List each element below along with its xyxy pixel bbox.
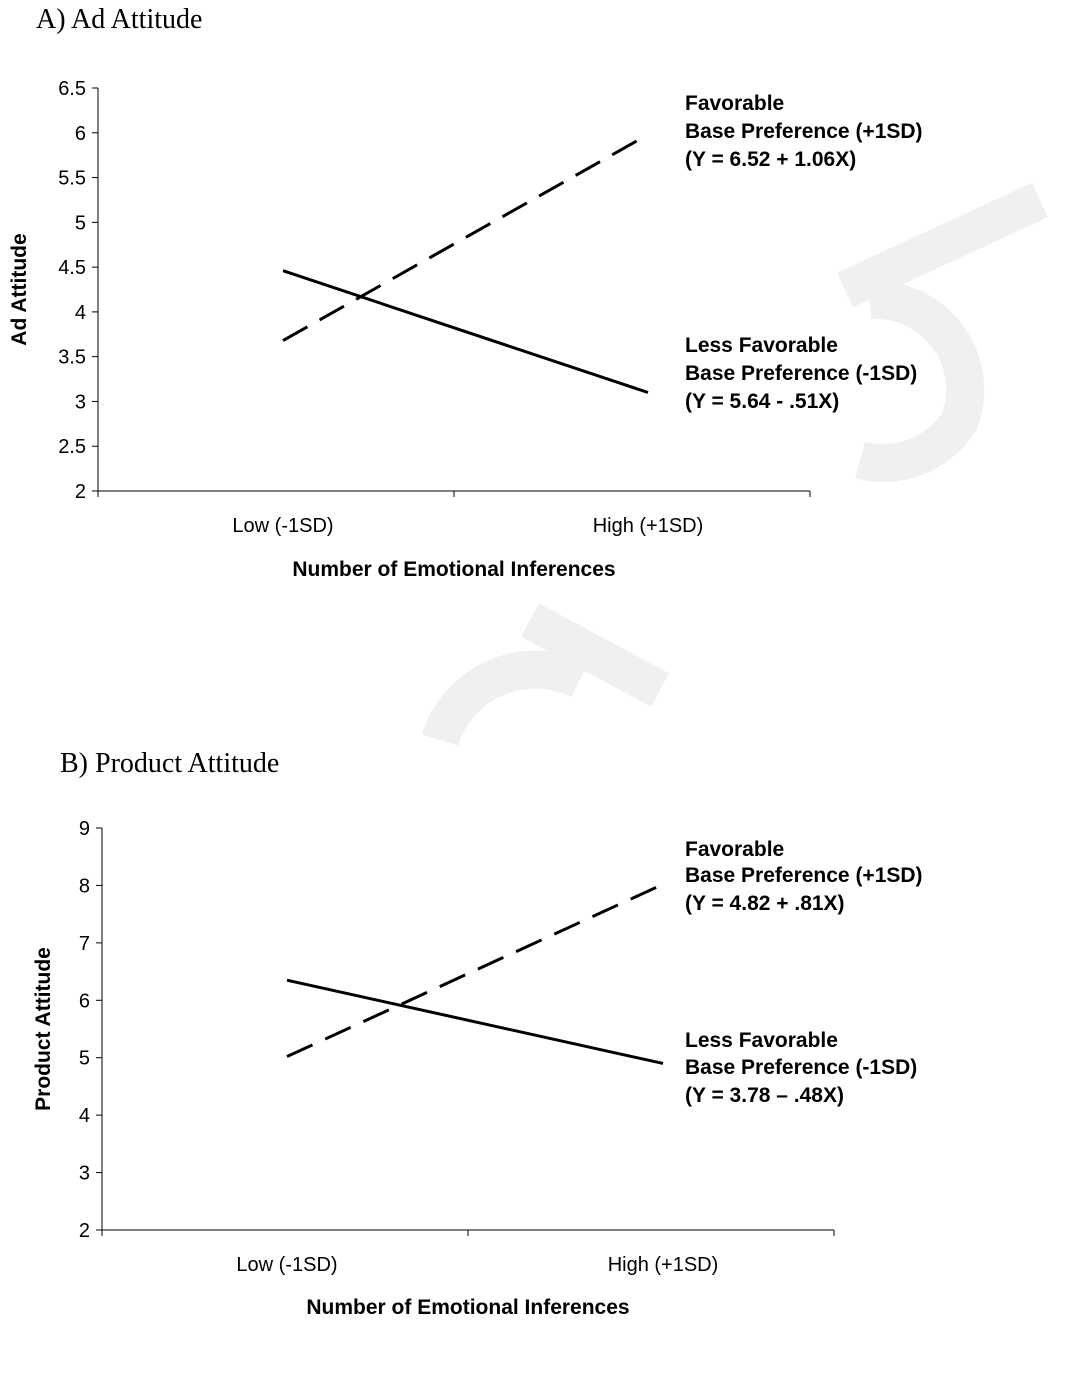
series-annotation: (Y = 4.82 + .81X) <box>685 892 845 915</box>
y-tick-label: 7 <box>79 933 90 955</box>
chart-a-svg: 2 2.5 3 3.5 4 4.5 5 5.5 6 6.5 Low (-1SD) High (+1SD… <box>8 78 923 581</box>
series-annotation: Less Favorable <box>685 1029 838 1052</box>
panel-title: B) Product Attitude <box>60 748 280 779</box>
series-annotation: (Y = 3.78 – .48X) <box>685 1084 844 1107</box>
series-line-less-favorable <box>282 269 649 394</box>
y-tick-label: 2.5 <box>58 436 86 458</box>
x-axis-title: Number of Emotional Inferences <box>292 558 615 581</box>
watermark-stroke-4 <box>421 650 589 747</box>
panel-title: A) Ad Attitude <box>36 4 203 35</box>
series-line-favorable <box>286 882 664 1058</box>
y-tick-label: 5 <box>79 1048 90 1070</box>
series-annotation: Favorable <box>685 92 784 115</box>
y-tick-label: 6.5 <box>58 78 86 100</box>
y-tick-label: 4 <box>75 302 86 324</box>
series-annotation: Less Favorable <box>685 334 838 357</box>
x-tick-label: High (+1SD) <box>593 515 704 537</box>
y-tick-label: 8 <box>79 875 90 897</box>
x-tick-label: Low (-1SD) <box>232 515 333 537</box>
watermark <box>421 182 1048 747</box>
x-axis-title: Number of Emotional Inferences <box>306 1296 629 1319</box>
y-tick-label: 2 <box>75 481 86 503</box>
series-line-favorable <box>282 133 649 342</box>
series-line-less-favorable <box>286 978 664 1065</box>
y-tick-label: 3 <box>79 1163 90 1185</box>
chart-b-svg: 2 3 4 5 6 7 8 9 Low (-1SD) High (+1SD) Number of E… <box>32 818 923 1319</box>
series-annotation: Base Preference (-1SD) <box>685 362 917 385</box>
series-annotation: Favorable <box>685 838 784 861</box>
y-tick-label: 5 <box>75 212 86 234</box>
y-axis-title: Ad Attitude <box>8 233 31 345</box>
x-tick-label: Low (-1SD) <box>236 1254 337 1276</box>
x-tick-label: High (+1SD) <box>608 1254 719 1276</box>
watermark-stroke-1 <box>837 182 1048 308</box>
y-tick-label: 4.5 <box>58 257 86 279</box>
series-annotation: Base Preference (+1SD) <box>685 864 923 887</box>
chart-panel-b: B) Product Attitude 2 3 4 5 6 7 8 9 Low (-1SD) Hi… <box>0 740 1069 1400</box>
y-tick-label: 6 <box>79 990 90 1012</box>
series-annotation: Base Preference (+1SD) <box>685 120 923 143</box>
y-axis-title: Product Attitude <box>32 947 55 1111</box>
series-annotation: Base Preference (-1SD) <box>685 1056 917 1079</box>
watermark-stroke-3 <box>520 603 670 707</box>
watermark-stroke-2 <box>855 280 985 483</box>
y-tick-label: 4 <box>79 1105 90 1127</box>
y-tick-label: 3 <box>75 391 86 413</box>
y-tick-label: 9 <box>79 818 90 840</box>
y-tick-label: 2 <box>79 1220 90 1242</box>
series-annotation: (Y = 5.64 - .51X) <box>685 390 839 413</box>
series-annotation: (Y = 6.52 + 1.06X) <box>685 148 856 171</box>
y-tick-label: 3.5 <box>58 347 86 369</box>
chart-panel-a: A) Ad Attitude 2 2.5 3 3.5 4 4.5 5 5.5 6 6.5 Low (… <box>0 0 1069 660</box>
y-tick-label: 6 <box>75 123 86 145</box>
y-tick-label: 5.5 <box>58 168 86 190</box>
